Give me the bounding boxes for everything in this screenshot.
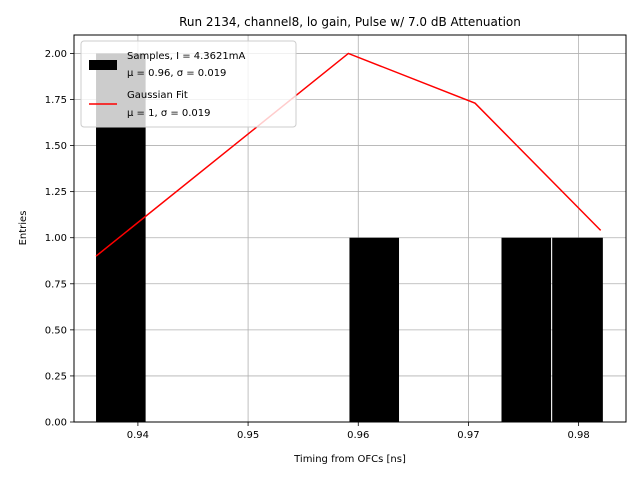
y-tick-label: 1.25 bbox=[45, 187, 67, 198]
legend-box bbox=[80, 40, 297, 128]
x-tick-label: 0.98 bbox=[567, 430, 589, 441]
y-tick-label: 0.00 bbox=[45, 418, 67, 429]
x-axis-label: Timing from OFCs [ns] bbox=[293, 454, 406, 465]
plot-frame bbox=[73, 34, 627, 423]
legend-samples-stats: μ = 0.96, σ = 0.019 bbox=[127, 68, 226, 79]
x-tick-label: 0.96 bbox=[347, 430, 369, 441]
legend: Samples, I = 4.3621mA μ = 0.96, σ = 0.01… bbox=[80, 40, 297, 128]
y-tick-label: 0.25 bbox=[45, 371, 67, 382]
legend-fit-stats: μ = 1, σ = 0.019 bbox=[127, 108, 211, 119]
y-tick-label: 1.50 bbox=[45, 141, 67, 152]
chart-title: Run 2134, channel8, lo gain, Pulse w/ 7.… bbox=[179, 15, 521, 29]
histogram-bar bbox=[552, 237, 603, 422]
y-tick-label: 0.75 bbox=[45, 279, 67, 290]
legend-samples-swatch bbox=[89, 60, 117, 70]
legend-samples-label: Samples, I = 4.3621mA bbox=[127, 51, 245, 62]
histogram-bar bbox=[501, 237, 552, 422]
legend-fit-label: Gaussian Fit bbox=[127, 90, 188, 101]
y-tick-label: 1.75 bbox=[45, 95, 67, 106]
x-tick-label: 0.97 bbox=[457, 430, 479, 441]
fit-series bbox=[95, 52, 602, 257]
gaussian-fit-line bbox=[95, 52, 602, 257]
y-axis-label: Entries bbox=[18, 211, 29, 246]
y-tick-label: 0.50 bbox=[45, 325, 67, 336]
histogram-bar bbox=[349, 237, 400, 422]
axis-ticks: 0.94 0.95 0.96 0.97 0.98 0.00 0.25 0.50 0.75 1.00… bbox=[45, 49, 590, 441]
x-tick-label: 0.95 bbox=[237, 430, 259, 441]
y-tick-label: 2.00 bbox=[45, 49, 67, 60]
y-tick-label: 1.00 bbox=[45, 233, 67, 244]
x-tick-label: 0.94 bbox=[127, 430, 149, 441]
